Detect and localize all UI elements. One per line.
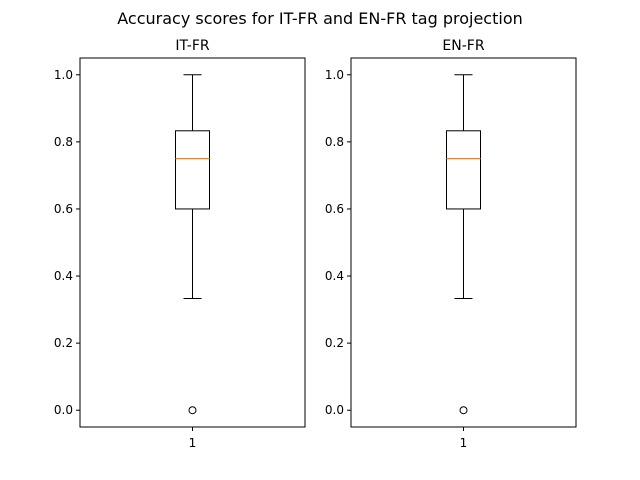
outlier-point — [459, 406, 468, 415]
outlier-point — [188, 406, 197, 415]
y-tick-label: 0.8 — [325, 135, 344, 149]
subplot-2: EN-FR 0.0 0.2 0.4 0.6 0.8 1.0 1 — [325, 38, 577, 450]
y-tick-label: 0.0 — [325, 403, 344, 417]
y-tick-label: 0.8 — [54, 135, 73, 149]
subplots: IT-FR 0.0 0.2 0.4 0.6 0.8 1.0 1 EN-FR 0.0 0.2 0.4 0.… — [54, 38, 577, 450]
y-tick-label: 1.0 — [54, 68, 73, 82]
y-tick-label: 0.4 — [325, 269, 344, 283]
box — [175, 130, 210, 210]
subplot-1: IT-FR 0.0 0.2 0.4 0.6 0.8 1.0 1 — [54, 38, 306, 450]
subplot-title: IT-FR — [175, 38, 210, 54]
y-tick-label: 0.2 — [325, 336, 344, 350]
box — [446, 130, 481, 210]
y-tick-label: 0.4 — [54, 269, 73, 283]
y-tick-label: 0.0 — [54, 403, 73, 417]
y-tick-label: 0.6 — [54, 202, 73, 216]
x-tick-label: 1 — [189, 436, 197, 450]
y-tick-label: 0.2 — [54, 336, 73, 350]
y-tick-label: 1.0 — [325, 68, 344, 82]
figure-title: Accuracy scores for IT-FR and EN-FR tag … — [117, 9, 523, 28]
x-tick-label: 1 — [460, 436, 468, 450]
y-tick-label: 0.6 — [325, 202, 344, 216]
subplot-title: EN-FR — [442, 38, 484, 54]
